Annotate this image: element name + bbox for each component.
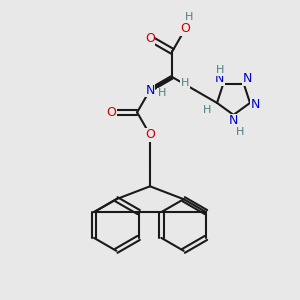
Text: O: O	[180, 22, 190, 35]
Text: O: O	[145, 32, 155, 45]
Text: N: N	[251, 98, 260, 111]
Text: H: H	[216, 65, 224, 75]
Text: N: N	[242, 72, 252, 85]
Text: N: N	[229, 114, 238, 127]
Text: O: O	[106, 106, 116, 119]
Text: H: H	[236, 127, 244, 136]
Text: H: H	[203, 105, 211, 115]
Text: N: N	[215, 72, 225, 85]
Text: H: H	[184, 12, 193, 22]
Text: N: N	[145, 83, 155, 97]
Text: H: H	[158, 88, 166, 98]
Text: O: O	[145, 128, 155, 141]
Text: H: H	[181, 78, 189, 88]
